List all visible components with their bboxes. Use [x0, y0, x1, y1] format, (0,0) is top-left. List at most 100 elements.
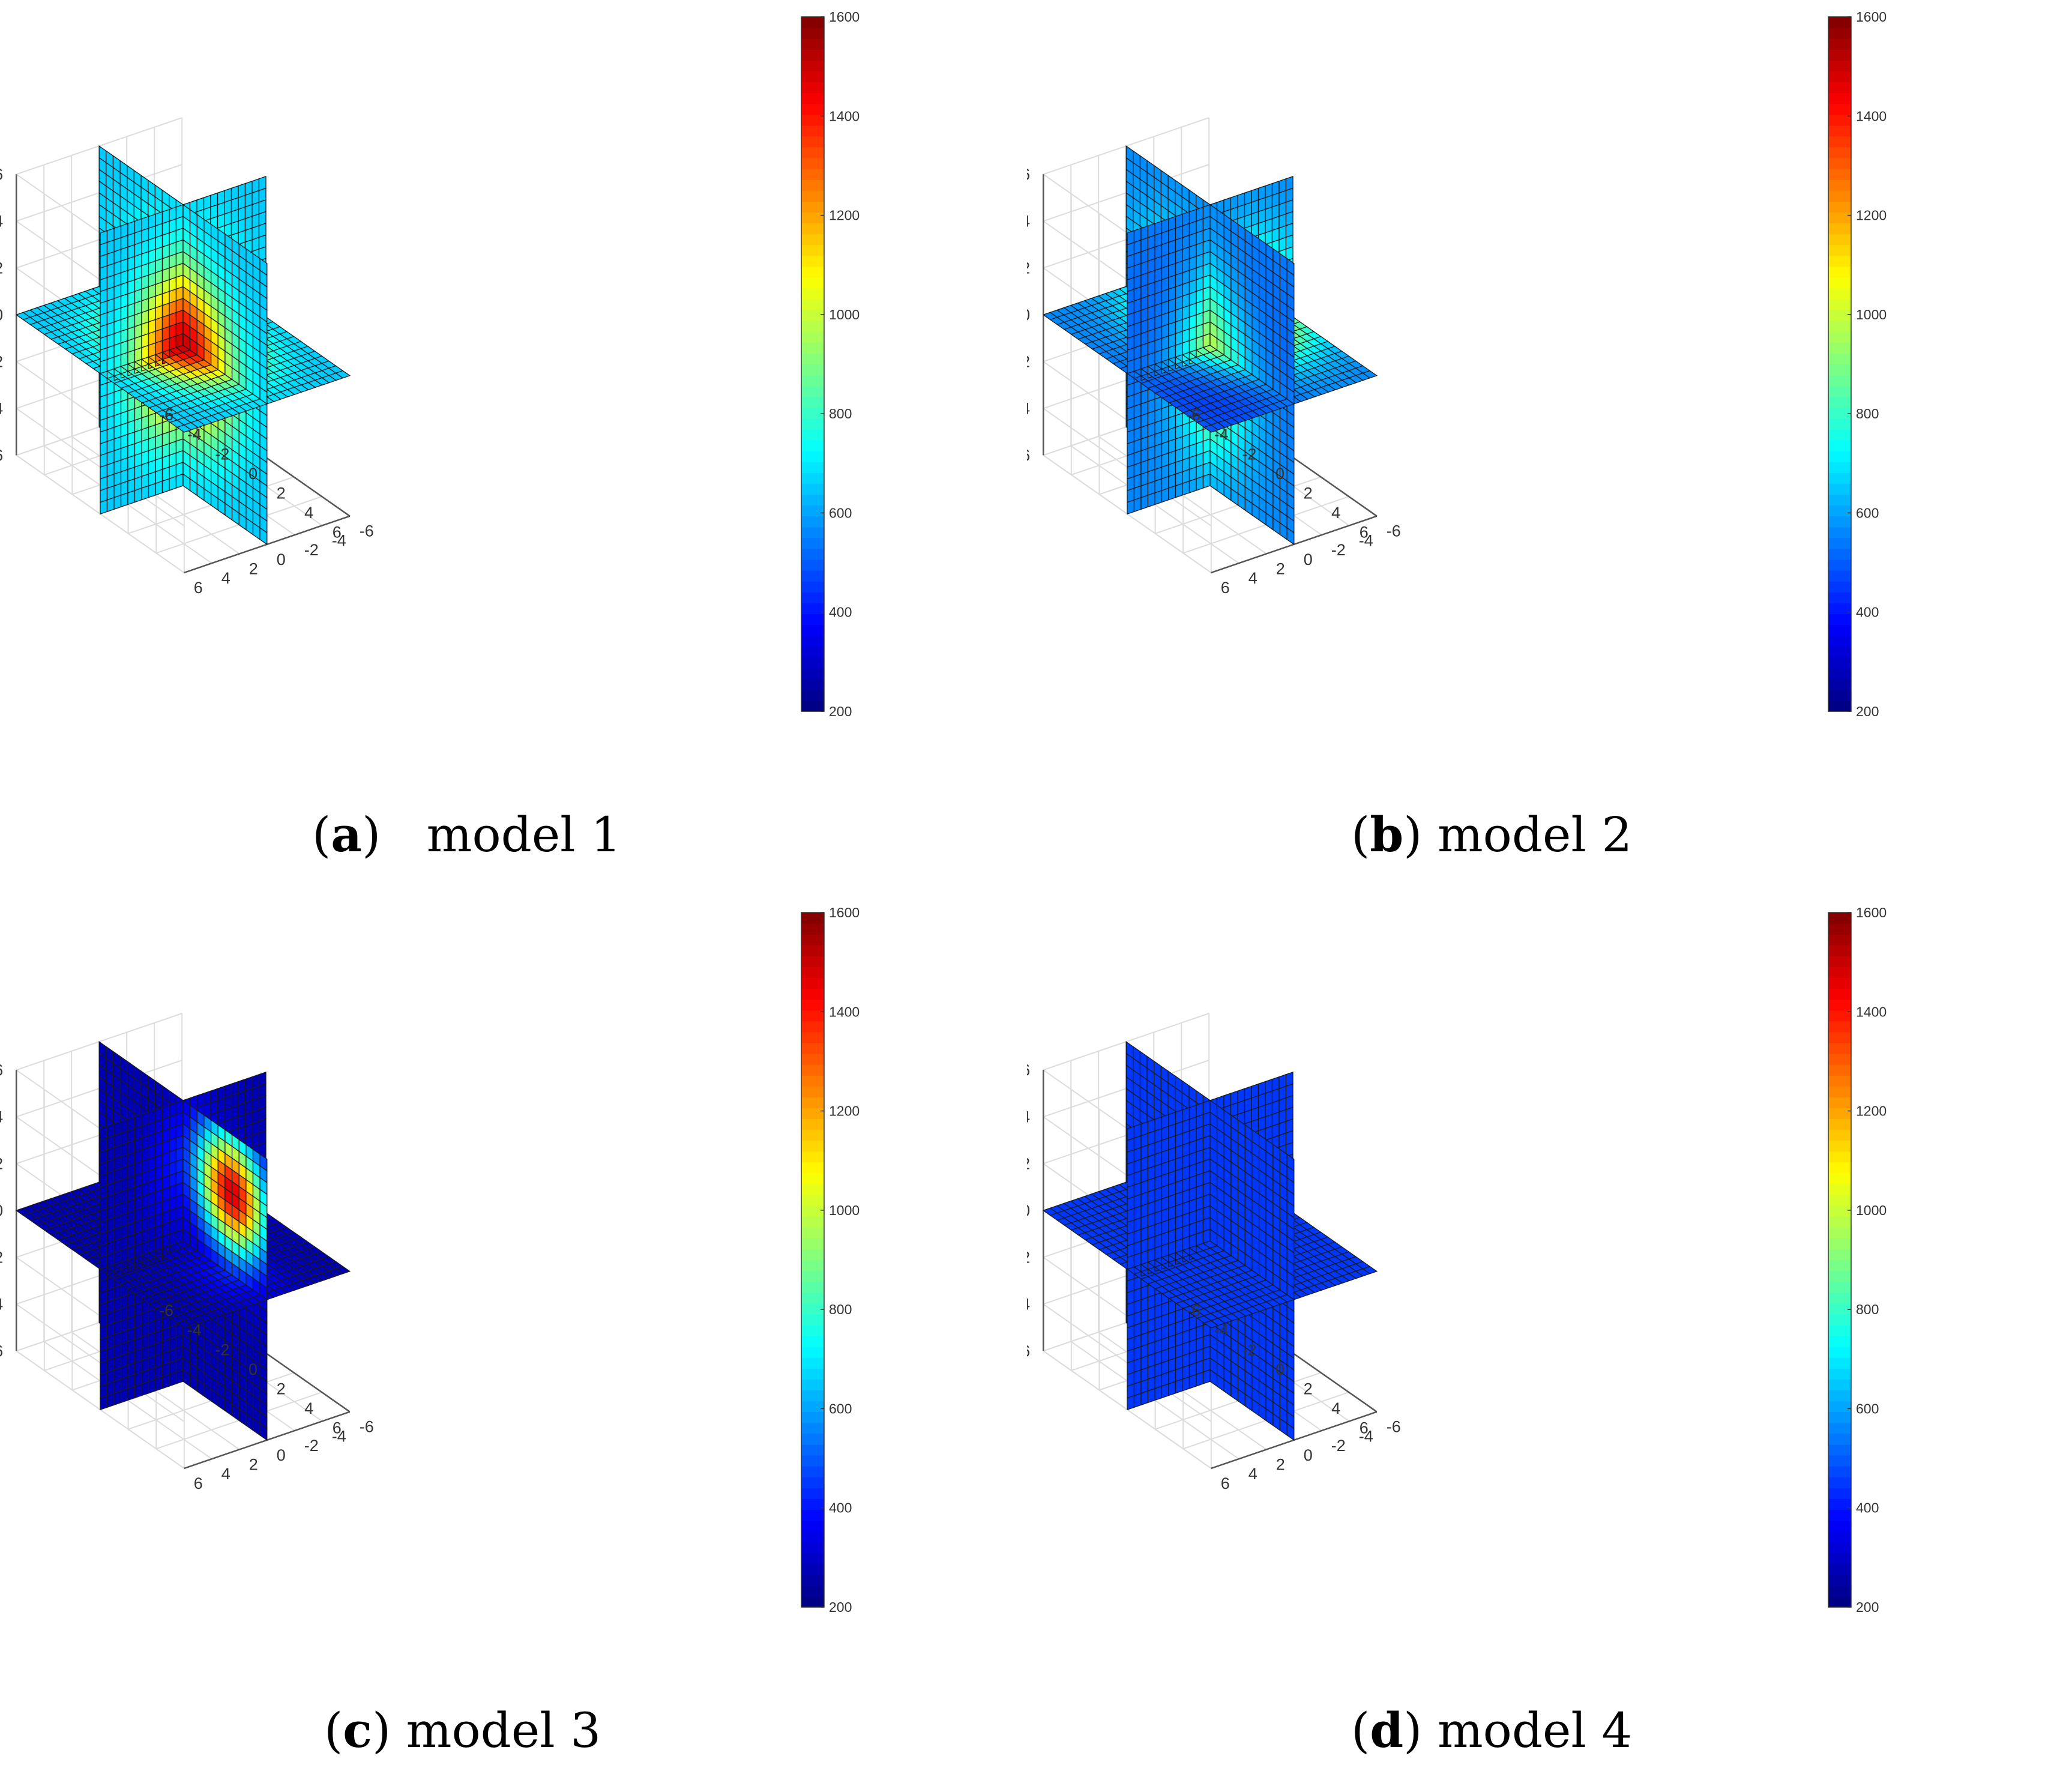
slice-cell	[1140, 225, 1149, 241]
colorbar-tick-label: 400	[829, 605, 852, 620]
z-tick-label: 6	[1027, 165, 1030, 183]
slice-cell	[120, 223, 128, 238]
slice-cell	[251, 178, 260, 194]
colorbar-band	[801, 266, 824, 278]
colorbar-band	[801, 244, 824, 256]
colorbar-band	[1828, 71, 1851, 83]
colorbar-band	[1828, 201, 1851, 213]
colorbar-band	[801, 364, 824, 376]
colorbar-band	[801, 60, 824, 71]
x-tick-label: -6	[159, 406, 173, 424]
colorbar-band	[801, 28, 824, 39]
colorbar-tick-label: 600	[829, 505, 852, 520]
colorbar-band	[1828, 244, 1851, 256]
colorbar-band	[1828, 49, 1851, 61]
x-tick-label: 4	[1331, 504, 1340, 522]
colorbar-band	[1828, 603, 1851, 614]
colorbar-band	[1828, 429, 1851, 441]
colorbar-band	[801, 516, 824, 528]
colorbar-band	[801, 212, 824, 224]
colorbar-band	[801, 190, 824, 202]
caption-text-b: model 2	[1437, 807, 1633, 863]
colorbar-band	[1828, 288, 1851, 300]
caption-gap-b	[1422, 807, 1437, 863]
colorbar-band	[801, 180, 824, 191]
slice-planes	[15, 1040, 351, 1441]
x-tick-label: 2	[277, 484, 286, 502]
colorbar-tick-label: 1000	[1856, 307, 1887, 322]
colorbar-band	[801, 678, 824, 690]
colorbar-band	[1828, 223, 1851, 235]
slice-cell	[1237, 192, 1245, 208]
slice-cell	[100, 230, 108, 246]
slice-cell	[127, 1116, 136, 1132]
colorbar-band	[801, 494, 824, 506]
colorbar-band	[801, 158, 824, 169]
colorbar-band	[801, 17, 824, 28]
x-tick-label: -4	[187, 426, 202, 444]
colorbar-band	[801, 201, 824, 213]
colorbar-band	[801, 592, 824, 603]
slice-cell	[134, 218, 142, 234]
slice-cell	[120, 1118, 128, 1134]
colorbar-band	[1828, 103, 1851, 115]
slice-cell	[1202, 204, 1211, 220]
colorbar-band	[801, 646, 824, 658]
colorbar-band	[1828, 125, 1851, 137]
colorbar-band	[1828, 614, 1851, 625]
z-tick-label: 2	[0, 259, 3, 277]
slice-cell	[113, 1121, 122, 1136]
slice-cell	[1362, 370, 1378, 379]
slice-cell	[1244, 190, 1252, 205]
colorbar-band	[1828, 646, 1851, 658]
slice-cell	[1168, 216, 1176, 231]
caption-letter-b: b	[1370, 806, 1404, 863]
colorbar-band	[1828, 331, 1851, 343]
colorbar-band	[1828, 418, 1851, 430]
x-tick-label: 4	[304, 504, 313, 522]
colorbar-band	[801, 375, 824, 387]
slice-cell	[230, 185, 239, 201]
slice-cell	[106, 228, 115, 243]
x-tick-label: -2	[1242, 445, 1256, 463]
slice-cell	[335, 370, 351, 379]
colorbar-band	[801, 92, 824, 104]
colorbar-band	[801, 331, 824, 343]
colorbar-band	[1828, 299, 1851, 310]
colorbar-tick-label: 600	[1856, 505, 1879, 520]
colorbar-band	[1828, 592, 1851, 603]
x-tick-label: -6	[1186, 406, 1200, 424]
slice-cell	[141, 1111, 149, 1127]
colorbar-tick-label: 200	[829, 704, 852, 719]
colorbar-band	[801, 255, 824, 267]
colorbar-band	[801, 71, 824, 83]
colorbar-band	[801, 234, 824, 246]
colorbar-tick-label: 800	[829, 406, 852, 421]
y-tick-label: 2	[249, 560, 258, 578]
colorbar-band	[801, 146, 824, 158]
slice-cell	[148, 213, 156, 229]
colorbar-band	[801, 462, 824, 473]
caption-text-a: model 1	[426, 807, 622, 863]
colorbar-band	[1828, 570, 1851, 582]
colorbar-band	[1828, 689, 1851, 701]
colorbar-band	[1828, 169, 1851, 180]
colorbar-tick-label: 1000	[829, 307, 860, 322]
colorbar-tick-label: 1200	[1856, 208, 1887, 223]
colorbar-band	[1828, 38, 1851, 50]
colorbar-band	[1828, 657, 1851, 669]
colorbar-band	[1828, 396, 1851, 408]
slice-plot-a: -6-4-20246-6-4-20246-6-4-202462004006008…	[0, 9, 860, 719]
colorbar-band	[801, 505, 824, 517]
colorbar-band	[801, 321, 824, 332]
panel-c: -6-4-20246-6-4-20246-6-4-202462004006008…	[0, 896, 1027, 1791]
y-tick-label: -4	[332, 531, 346, 549]
colorbar-band	[1828, 516, 1851, 528]
colorbar-band	[801, 385, 824, 397]
z-tick-label: 6	[0, 165, 3, 183]
colorbar-band	[801, 700, 824, 712]
slice-cell	[169, 206, 177, 222]
colorbar-band	[1828, 353, 1851, 365]
slice-cell	[224, 187, 232, 203]
